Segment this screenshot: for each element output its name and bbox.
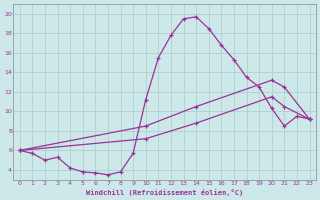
X-axis label: Windchill (Refroidissement éolien,°C): Windchill (Refroidissement éolien,°C) [86, 189, 243, 196]
